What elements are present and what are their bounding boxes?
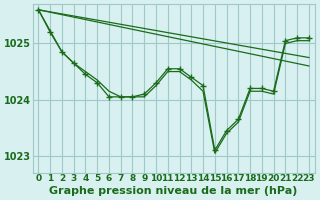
X-axis label: Graphe pression niveau de la mer (hPa): Graphe pression niveau de la mer (hPa): [50, 186, 298, 196]
